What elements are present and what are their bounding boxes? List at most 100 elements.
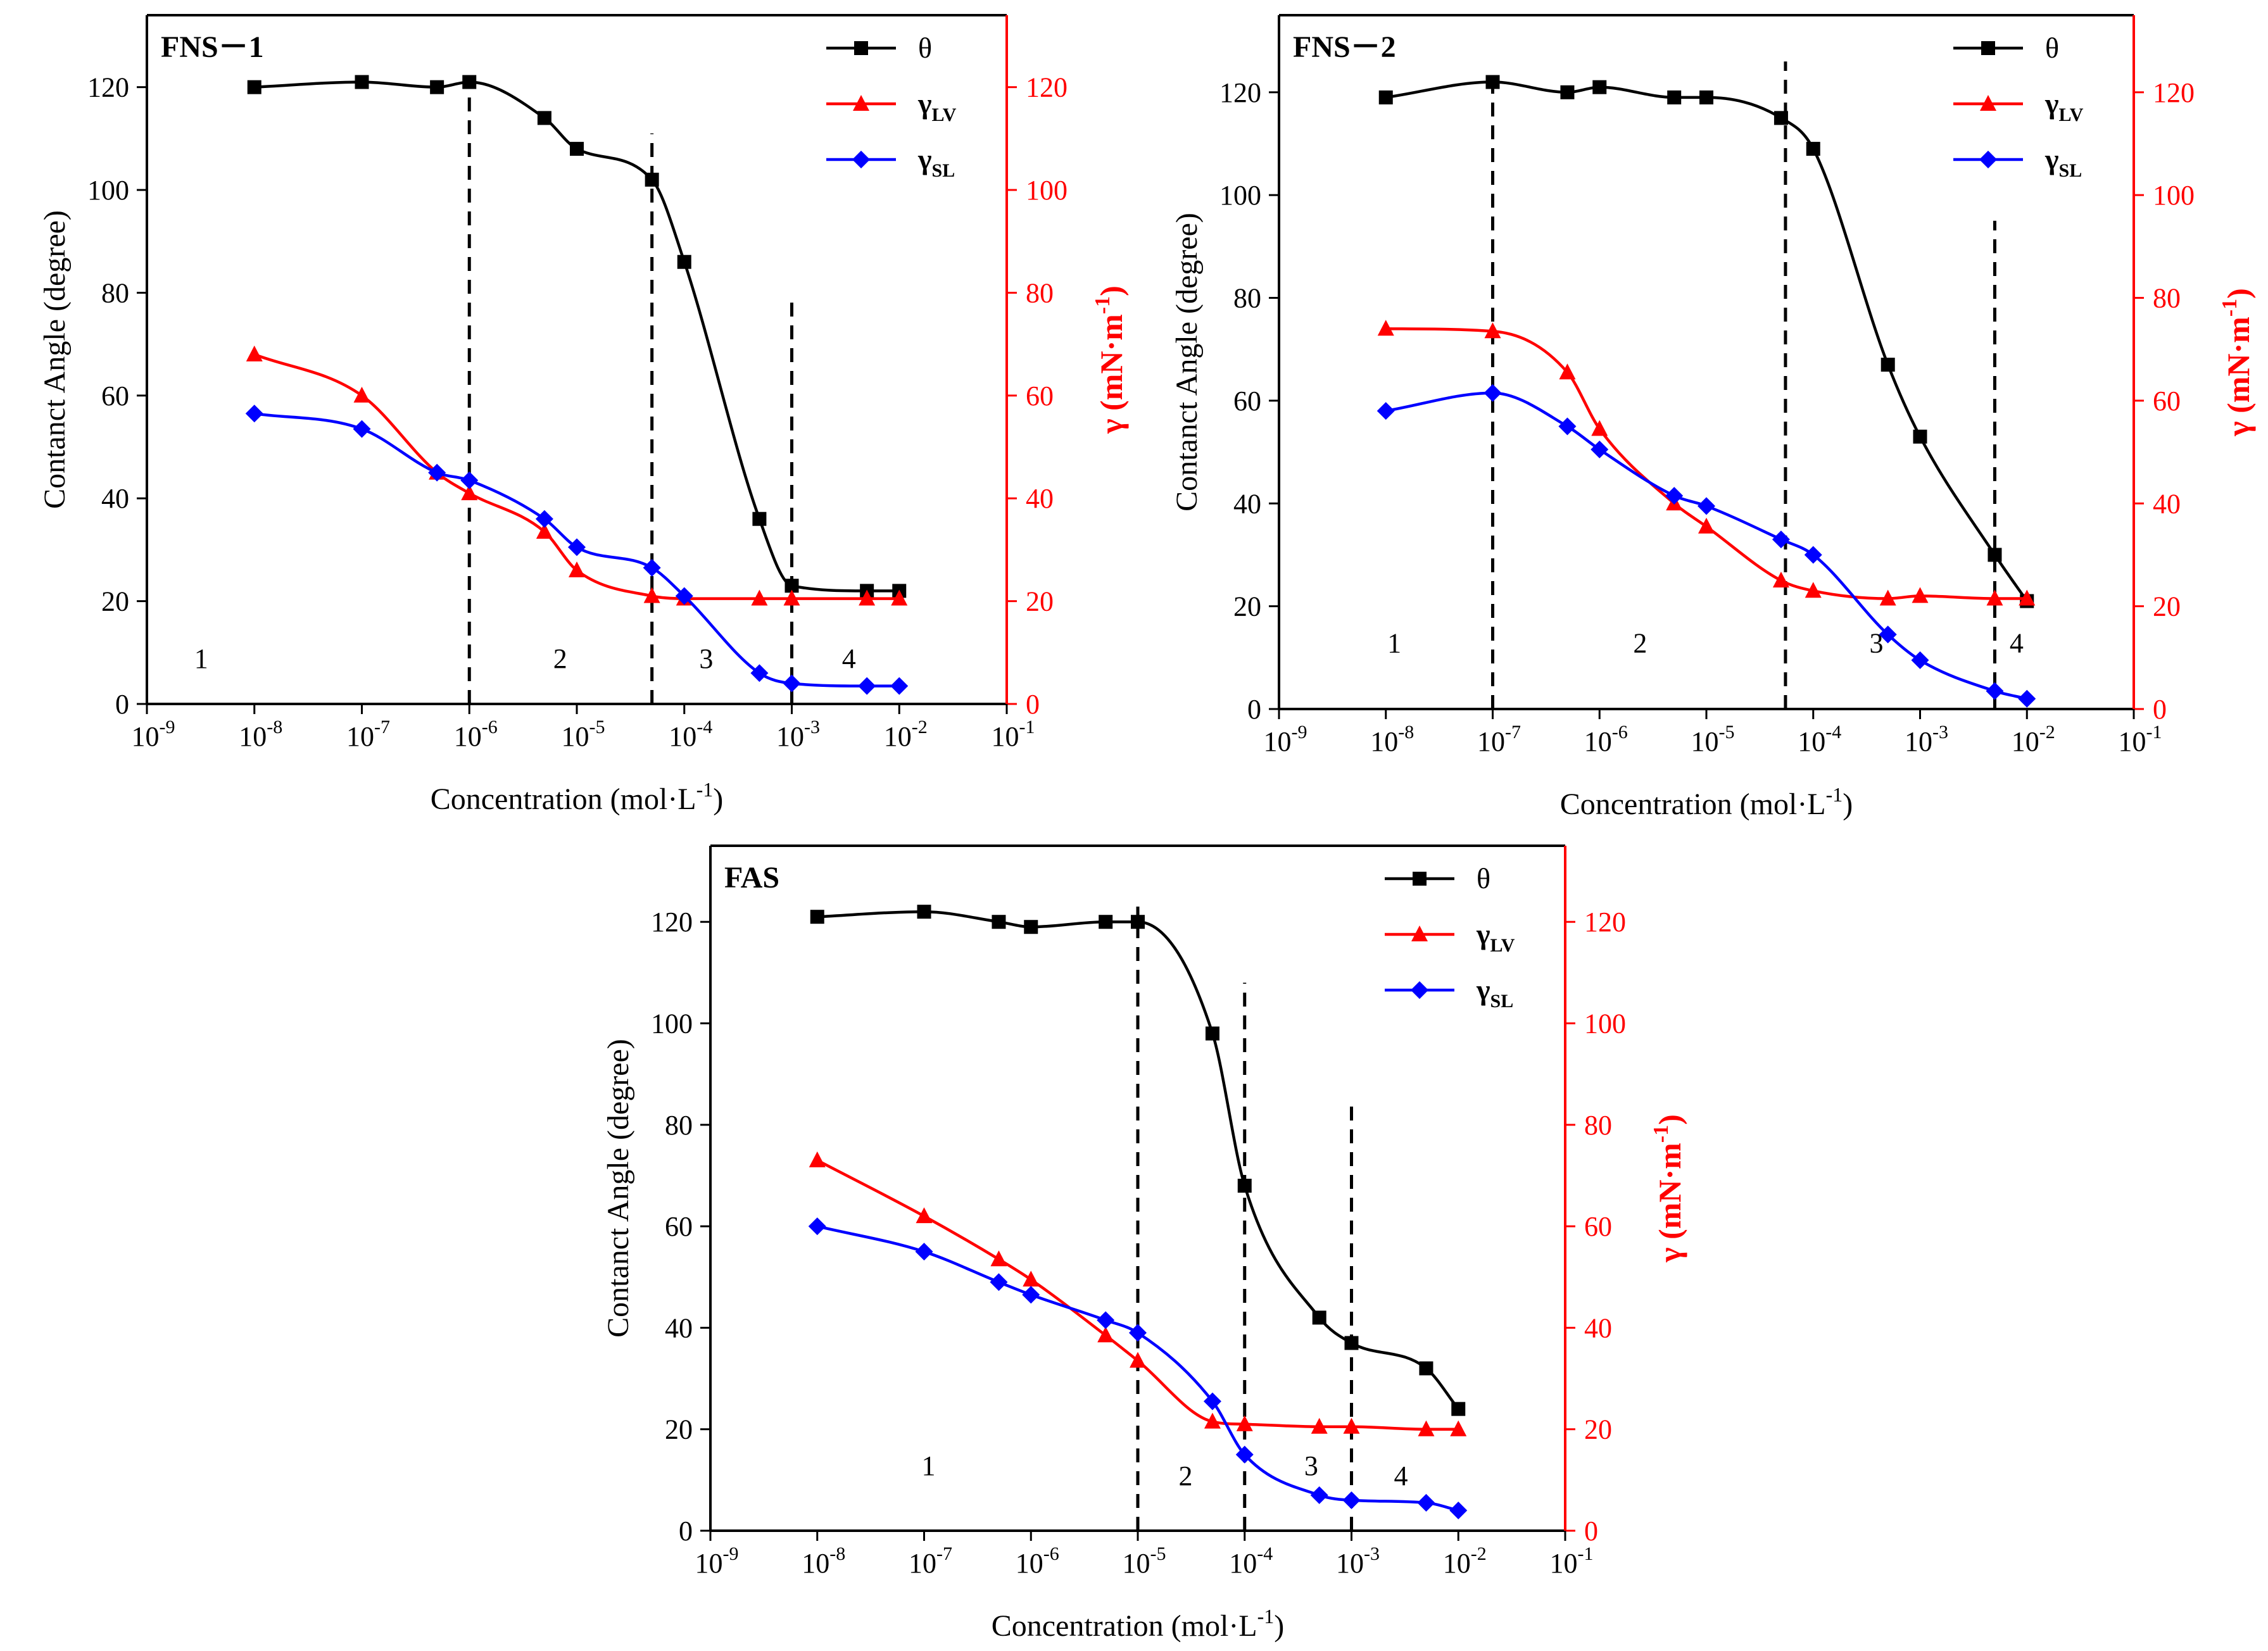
data-point-theta [1024, 920, 1038, 934]
data-point-sl [1097, 1311, 1115, 1329]
data-point-sl [1449, 1501, 1468, 1519]
y-axis-left-title: Contanct Angle (degree) [602, 1039, 635, 1338]
x-tick-label: 10-8 [1370, 722, 1414, 757]
data-point-sl [1558, 417, 1577, 436]
chart-panel-fas: 0 0 20 20 40 40 60 60 80 80 100 100 120 120 10-9 10-8 10… [602, 844, 1687, 1643]
legend-marker-lv [1980, 95, 1996, 111]
y-left-tick-label: 40 [665, 1312, 693, 1343]
data-point-sl [808, 1217, 826, 1236]
data-point-sl [1310, 1486, 1328, 1504]
data-point-theta [1667, 90, 1682, 104]
data-point-theta [1881, 358, 1895, 372]
data-point-lv [990, 1250, 1007, 1267]
legend-label-theta: θ [918, 32, 932, 64]
legend-label-sl: γSL [2044, 143, 2082, 181]
x-tick-label: 10-7 [1477, 722, 1521, 757]
region-label: 1 [1387, 628, 1401, 659]
x-tick-label: 10-5 [562, 717, 605, 752]
data-point-theta [1419, 1361, 1433, 1376]
data-point-lv [1418, 1420, 1435, 1436]
data-point-sl [1698, 497, 1715, 515]
data-point-theta [1806, 142, 1820, 156]
data-point-theta [1773, 111, 1788, 125]
data-point-lv [1311, 1417, 1328, 1434]
y-left-tick-label: 0 [1247, 694, 1261, 725]
region-label: 3 [699, 643, 713, 674]
x-tick-label: 10-4 [1229, 1543, 1273, 1579]
x-tick-label: 10-4 [1798, 722, 1841, 757]
data-point-sl [783, 674, 801, 693]
series-theta [247, 75, 907, 598]
data-point-lv [809, 1151, 826, 1167]
region-label: 2 [1178, 1460, 1192, 1491]
legend-marker-sl [1979, 151, 1997, 168]
data-point-theta [355, 75, 369, 89]
data-point-theta [1131, 915, 1145, 929]
data-point-lv [2019, 589, 2036, 606]
y-left-tick-label: 40 [101, 483, 129, 514]
chart-panel-fns-1: 0 0 20 20 40 40 60 60 80 80 100 100 120 120 10-9 10-8 10… [38, 14, 1129, 816]
y-right-tick-label: 100 [1026, 175, 1068, 206]
data-point-theta [1099, 915, 1113, 929]
x-tick-label: 10-1 [992, 717, 1035, 752]
data-point-sl [245, 405, 263, 423]
y-right-tick-label: 20 [2153, 591, 2181, 622]
y-left-tick-label: 20 [665, 1414, 693, 1445]
y-right-tick-label: 40 [2153, 488, 2181, 519]
data-point-lv [1559, 363, 1576, 380]
y-left-tick-label: 80 [665, 1110, 693, 1141]
data-point-lv [1805, 582, 1822, 598]
data-point-sl [1129, 1324, 1147, 1342]
data-point-lv [1130, 1352, 1146, 1368]
data-point-lv [1912, 587, 1929, 603]
data-point-sl [460, 471, 479, 489]
data-point-lv [859, 589, 876, 606]
data-point-theta [247, 80, 261, 94]
data-point-sl [1417, 1493, 1435, 1512]
legend-marker-sl [852, 151, 870, 168]
data-point-lv [1204, 1412, 1221, 1429]
region-label: 1 [194, 643, 208, 674]
data-point-sl [1022, 1286, 1040, 1304]
y-right-tick-label: 40 [1584, 1312, 1612, 1343]
x-tick-label: 10-4 [669, 717, 712, 752]
region-label: 1 [921, 1450, 935, 1481]
y-right-tick-label: 120 [1026, 72, 1068, 103]
data-point-sl [750, 664, 769, 682]
y-left-tick-label: 80 [1233, 283, 1261, 314]
x-tick-label: 10-3 [1336, 1543, 1380, 1579]
y-left-tick-label: 80 [101, 277, 129, 308]
data-point-lv [783, 589, 800, 606]
data-point-sl [1484, 384, 1502, 402]
legend-label-lv: γLV [1476, 918, 1515, 956]
data-point-lv [536, 523, 553, 539]
data-point-theta [1237, 1178, 1252, 1193]
y-left-tick-label: 0 [679, 1516, 693, 1547]
panel-title: FNS－1 [161, 30, 264, 64]
region-label: 4 [842, 643, 856, 674]
y-axis-right-title: γ (mN·m-1) [1091, 286, 1129, 434]
data-point-lv [643, 587, 660, 603]
data-point-sl [643, 558, 661, 577]
y-right-tick-label: 80 [1026, 277, 1054, 308]
x-tick-label: 10-3 [1905, 722, 1948, 757]
y-right-tick-label: 0 [2153, 694, 2167, 725]
data-point-sl [1235, 1445, 1254, 1464]
data-point-theta [1312, 1310, 1326, 1325]
data-point-sl [858, 677, 876, 695]
data-point-theta [917, 905, 931, 919]
region-label: 2 [1633, 628, 1647, 659]
y-left-tick-label: 100 [87, 175, 129, 206]
legend-label-lv: γLV [2044, 87, 2084, 125]
data-point-theta [810, 910, 824, 924]
y-left-tick-label: 120 [87, 72, 129, 103]
data-point-sl [1342, 1491, 1361, 1509]
y-axis-left-title: Contanct Angle (degree) [38, 210, 72, 509]
data-point-theta [462, 75, 477, 89]
data-point-lv [1023, 1271, 1040, 1287]
data-point-theta [1344, 1336, 1359, 1350]
data-point-theta [1451, 1402, 1466, 1416]
data-point-theta [677, 254, 691, 269]
y-right-tick-label: 20 [1584, 1414, 1612, 1445]
data-point-theta [1485, 75, 1500, 89]
